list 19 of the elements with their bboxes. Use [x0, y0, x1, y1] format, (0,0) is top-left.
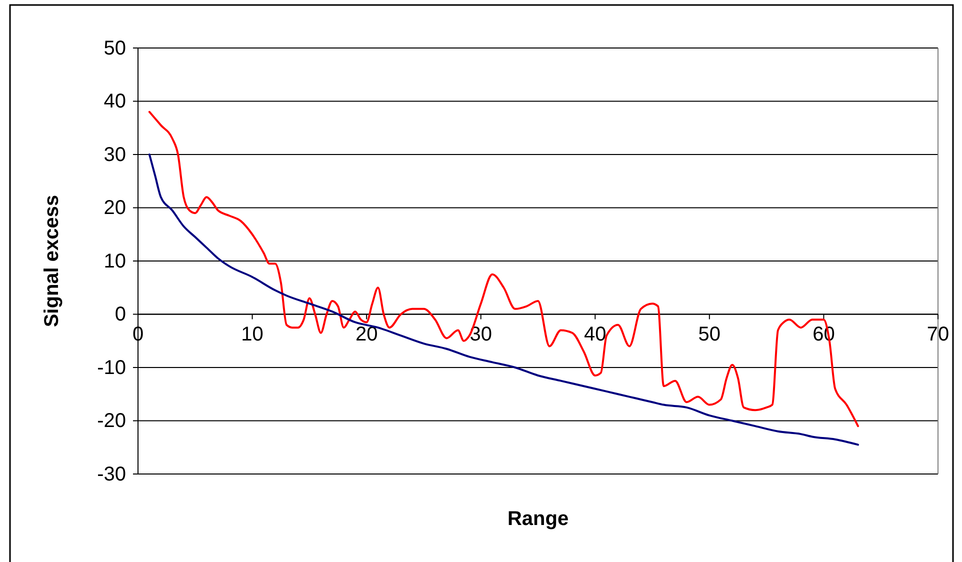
y-tick-label: 40: [104, 90, 126, 113]
x-tick-label: 30: [470, 323, 492, 346]
y-tick-label: 0: [114, 304, 126, 326]
x-tick-label: 70: [926, 323, 950, 346]
x-tick-label: 10: [241, 323, 264, 346]
y-tick-label: 20: [104, 197, 126, 220]
x-tick-label: 50: [698, 323, 721, 346]
y-tick-label: 10: [104, 250, 126, 272]
line-series: [148, 154, 859, 446]
y-tick-label: 30: [104, 144, 126, 166]
y-tick-label: -10: [97, 356, 126, 379]
x-axis-title: Range: [507, 508, 569, 530]
y-tick-label: 50: [104, 37, 126, 60]
x-tick-label: 20: [355, 323, 378, 346]
line-series: [148, 110, 859, 428]
y-axis-title: Signal excess: [41, 194, 63, 328]
y-tick-label: -20: [97, 410, 126, 432]
x-tick-label: 40: [584, 323, 606, 346]
y-tick-label: -30: [97, 463, 126, 486]
